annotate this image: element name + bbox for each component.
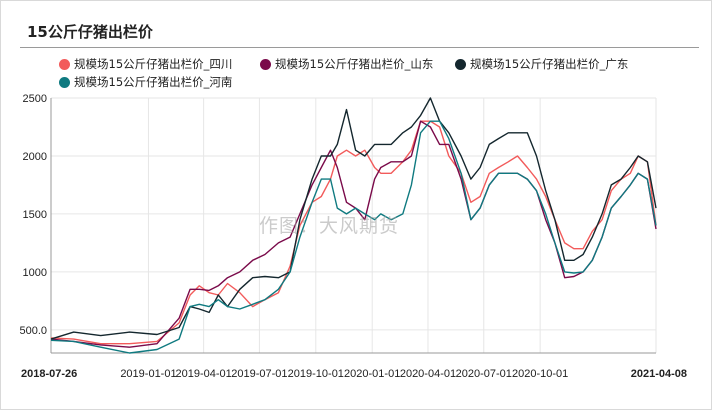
y-tick-label: 1000 (23, 267, 47, 279)
legend-dot-guangdong (455, 58, 466, 70)
x-tick-label: 2019-04-01 (175, 368, 231, 380)
x-tick-label: 2018-07-26 (21, 368, 77, 380)
legend-label-henan: 规模场15公斤仔猪出栏价_河南 (74, 75, 233, 89)
legend-item-sichuan[interactable]: 规模场15公斤仔猪出栏价_四川 (59, 56, 232, 72)
legend-item-henan[interactable]: 规模场15公斤仔猪出栏价_河南 (59, 74, 232, 90)
series-line-2 (50, 97, 657, 340)
series-layer (50, 97, 657, 354)
legend-label-shandong: 规模场15公斤仔猪出栏价_山东 (275, 57, 434, 71)
legend-label-guangdong: 规模场15公斤仔猪出栏价_广东 (470, 57, 629, 71)
tick-label-layer: 500.0 1000 1500 2000 2500 2018-07-26 2019-01-0… (19, 93, 687, 380)
x-tick-label: 2020-04-01 (400, 368, 456, 380)
x-tick-label: 2020-10-01 (512, 368, 568, 380)
y-tick-label: 2000 (23, 151, 47, 163)
legend-item-guangdong[interactable]: 规模场15公斤仔猪出栏价_广东 (455, 56, 628, 72)
x-tick-label: 2021-04-08 (631, 368, 687, 380)
legend-dot-shandong (260, 58, 271, 70)
series-line-3 (50, 120, 657, 354)
x-tick-label: 2020-07-01 (456, 368, 512, 380)
x-tick-label: 2019-10-01 (288, 368, 344, 380)
x-tick-label: 2019-07-01 (231, 368, 287, 380)
axis-layer (50, 98, 656, 354)
y-tick-label: 2500 (23, 93, 47, 105)
legend-item-shandong[interactable]: 规模场15公斤仔猪出栏价_山东 (260, 56, 433, 72)
watermark: 作图：大风期货 (259, 215, 400, 237)
legend-dot-henan (59, 76, 70, 88)
legend-label-sichuan: 规模场15公斤仔猪出栏价_四川 (74, 57, 233, 71)
y-tick-label: 500.0 (19, 325, 47, 337)
x-tick-label: 2020-01-01 (344, 368, 400, 380)
series-line-1 (50, 120, 657, 348)
x-tick-label: 2019-01-01 (120, 368, 176, 380)
chart-title: 15公斤仔猪出栏价 (27, 23, 153, 41)
legend-dot-sichuan (59, 58, 70, 70)
y-tick-label: 1500 (23, 209, 47, 221)
title-divider (20, 47, 699, 48)
